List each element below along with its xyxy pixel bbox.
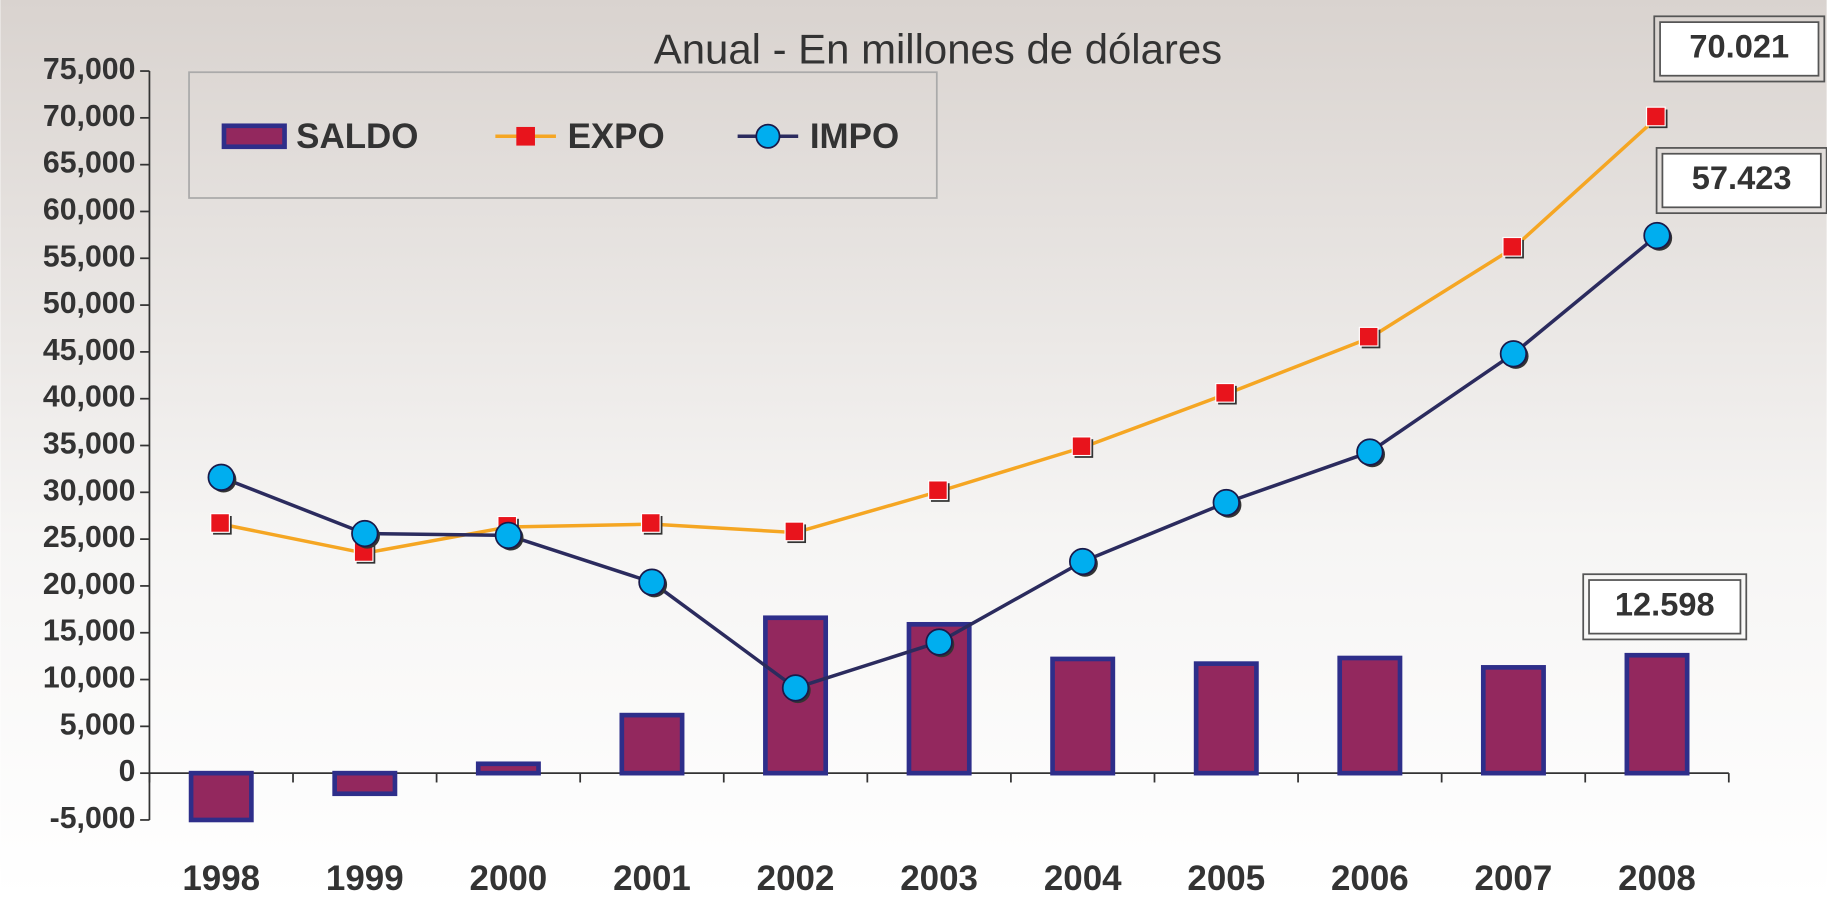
marker xyxy=(1356,438,1384,466)
chart-title: Anual - En millones de dólares xyxy=(654,25,1222,72)
y-tick-label: 30,000 xyxy=(43,474,136,507)
x-tick-label: 2004 xyxy=(1044,859,1122,898)
value-label-box: 70.021 xyxy=(1653,15,1826,83)
marker xyxy=(640,513,661,533)
y-tick-label: 20,000 xyxy=(43,568,136,601)
bar xyxy=(1624,652,1690,776)
x-tick-label: 1998 xyxy=(182,859,260,898)
legend-swatch xyxy=(221,123,287,150)
marker xyxy=(1643,221,1671,250)
x-tick-label: 2005 xyxy=(1187,859,1265,898)
plot: -5,000 0 5,000 10,000 15,000 20,000 25,000 30,0… xyxy=(43,15,1827,898)
x-tick-label: 2002 xyxy=(757,859,835,898)
marker xyxy=(494,521,523,550)
marker xyxy=(1071,436,1092,457)
y-tick-label: 5,000 xyxy=(60,708,136,741)
legend-label: SALDO xyxy=(296,117,418,156)
marker xyxy=(207,463,235,492)
value-label-frame xyxy=(1588,579,1742,635)
value-label-box: 57.423 xyxy=(1655,147,1827,215)
value-label-box: 12.598 xyxy=(1582,573,1748,641)
marker xyxy=(781,674,810,702)
marker xyxy=(1645,106,1666,127)
bar xyxy=(188,770,254,823)
legend-marker xyxy=(516,126,535,146)
y-tick-label: 40,000 xyxy=(43,381,136,414)
value-label: 70.021 xyxy=(1689,28,1789,65)
bar xyxy=(475,761,541,776)
marker xyxy=(210,513,230,533)
bar xyxy=(1050,656,1116,776)
x-tick-label: 1999 xyxy=(326,859,404,898)
marker xyxy=(928,480,948,501)
legend-label: EXPO xyxy=(568,117,665,156)
marker xyxy=(1069,547,1097,576)
value-label-frame xyxy=(1653,15,1826,83)
y-tick-label: 15,000 xyxy=(43,615,136,648)
value-label: 12.598 xyxy=(1615,585,1715,622)
marker xyxy=(784,521,805,542)
y-tick-label: 45,000 xyxy=(43,334,136,367)
x-tick-label: 2000 xyxy=(470,859,548,898)
y-tick-label: 65,000 xyxy=(43,147,136,180)
y-tick-label: 75,000 xyxy=(43,53,136,86)
y-tick-label: 50,000 xyxy=(43,287,136,320)
y-tick-label: 10,000 xyxy=(43,662,136,695)
marker xyxy=(1215,382,1236,403)
value-label-frame xyxy=(1659,21,1820,77)
marker xyxy=(638,568,666,596)
x-tick-label: 2008 xyxy=(1618,859,1696,898)
value-label-frame xyxy=(1582,573,1748,641)
y-tick-label: 0 xyxy=(119,755,136,788)
y-tick-label: 25,000 xyxy=(43,521,136,554)
bar xyxy=(1193,661,1259,776)
legend-marker xyxy=(755,123,781,149)
value-label: 57.423 xyxy=(1692,159,1792,196)
y-tick-label: 55,000 xyxy=(43,240,136,273)
legend-box xyxy=(188,71,938,199)
marker xyxy=(1212,488,1240,517)
y-tick-label: 60,000 xyxy=(43,193,136,226)
bar xyxy=(1480,665,1546,776)
bar xyxy=(619,712,685,776)
marker xyxy=(351,519,379,548)
x-tick-label: 2006 xyxy=(1331,859,1409,898)
x-tick-label: 2007 xyxy=(1475,859,1553,898)
y-tick-label: 70,000 xyxy=(43,100,136,133)
x-tick-label: 2003 xyxy=(900,859,978,898)
marker xyxy=(925,628,953,656)
legend-label: IMPO xyxy=(810,117,899,156)
bar xyxy=(332,770,398,797)
y-tick-label: -5,000 xyxy=(50,802,136,835)
marker xyxy=(1358,326,1379,347)
x-tick-label: 2001 xyxy=(613,859,691,898)
y-tick-label: 35,000 xyxy=(43,428,136,461)
marker xyxy=(1502,236,1523,257)
marker xyxy=(1499,340,1528,368)
bar xyxy=(1337,655,1403,776)
value-label-frame xyxy=(1661,152,1822,209)
